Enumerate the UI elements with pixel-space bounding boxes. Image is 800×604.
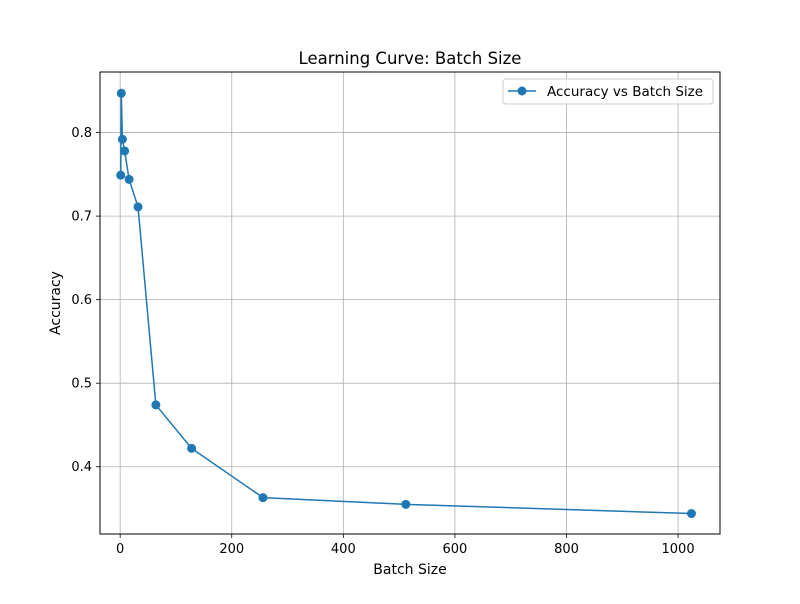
x-axis-ticks: 0 200 400 600 800 1000: [116, 534, 695, 557]
grid-lines: [100, 72, 720, 534]
y-axis-ticks: 0.4 0.5 0.6 0.7 0.8: [71, 126, 100, 475]
legend-entry-label: Accuracy vs Batch Size: [547, 84, 703, 100]
x-tick-label: 800: [554, 542, 579, 557]
x-tick-label: 0: [116, 542, 124, 557]
data-point: [116, 88, 126, 98]
x-tick-label: 1000: [662, 542, 695, 557]
x-tick-label: 400: [331, 542, 356, 557]
legend-box: [502, 78, 714, 105]
plot-frame: [99, 71, 721, 535]
data-point: [117, 134, 127, 144]
y-tick-label: 0.5: [71, 377, 92, 392]
data-point: [401, 499, 411, 509]
data-point: [151, 400, 161, 410]
data-point: [120, 146, 130, 156]
y-tick-label: 0.8: [71, 126, 92, 141]
y-axis-label: Accuracy: [48, 271, 64, 335]
x-axis-label: Batch Size: [373, 562, 446, 578]
y-tick-label: 0.7: [71, 210, 92, 225]
y-tick-label: 0.6: [71, 293, 92, 308]
y-tick-label: 0.4: [71, 460, 92, 475]
data-point: [686, 509, 696, 519]
data-point: [187, 443, 197, 453]
data-point: [124, 174, 134, 184]
series-layer: [116, 88, 696, 519]
data-point: [258, 493, 268, 503]
legend-marker-sample: [517, 86, 527, 96]
chart-title: Learning Curve: Batch Size: [299, 49, 522, 68]
data-point: [116, 170, 126, 180]
legend: Accuracy vs Batch Size: [502, 78, 714, 105]
x-tick-label: 200: [219, 542, 244, 557]
plot-area: [100, 72, 720, 534]
data-point: [133, 202, 143, 212]
x-tick-label: 600: [442, 542, 467, 557]
